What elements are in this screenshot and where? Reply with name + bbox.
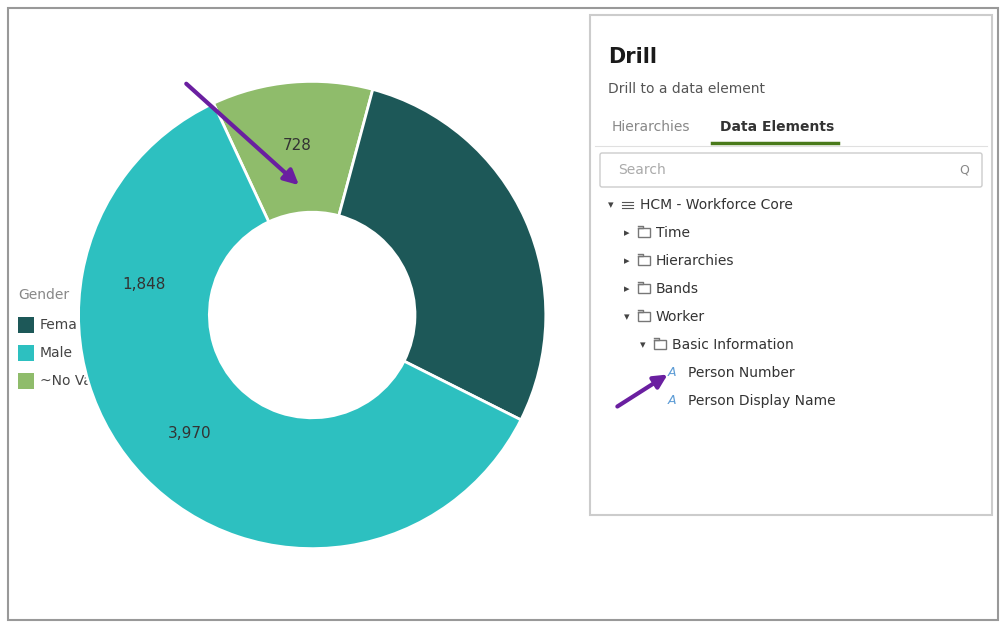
Text: Hierarchies: Hierarchies	[656, 254, 734, 268]
Bar	[18, 373, 34, 389]
Wedge shape	[338, 89, 546, 420]
Text: Bands: Bands	[656, 282, 699, 296]
Text: Time: Time	[656, 226, 690, 240]
Text: A: A	[668, 367, 677, 379]
Text: 3,970: 3,970	[168, 427, 211, 442]
FancyBboxPatch shape	[590, 15, 992, 515]
Text: Worker: Worker	[656, 310, 705, 324]
Text: HCM - Workforce Core: HCM - Workforce Core	[640, 198, 793, 212]
Bar	[18, 345, 34, 361]
Text: Q: Q	[959, 164, 969, 176]
Text: ▾: ▾	[624, 312, 629, 322]
Text: Data Elements: Data Elements	[720, 120, 834, 134]
Text: 1,848: 1,848	[123, 277, 166, 292]
Text: Drill to a data element: Drill to a data element	[608, 82, 765, 96]
Text: ▸: ▸	[624, 256, 629, 266]
Text: 728: 728	[283, 137, 312, 152]
Text: Hierarchies: Hierarchies	[612, 120, 691, 134]
Text: Female: Female	[40, 318, 91, 332]
Text: Drill: Drill	[608, 47, 657, 67]
Text: ▸: ▸	[624, 228, 629, 238]
Text: Basic Information: Basic Information	[672, 338, 794, 352]
Text: Person Number: Person Number	[688, 366, 795, 380]
Text: Male: Male	[40, 346, 73, 360]
Text: Person Display Name: Person Display Name	[688, 394, 836, 408]
Text: ▾: ▾	[640, 340, 645, 350]
Text: ~No Value~: ~No Value~	[40, 374, 125, 388]
Text: A: A	[668, 394, 677, 408]
Wedge shape	[79, 103, 521, 549]
Text: ▾: ▾	[608, 200, 613, 210]
FancyBboxPatch shape	[600, 153, 982, 187]
Bar	[18, 317, 34, 333]
Text: Gender: Gender	[18, 288, 69, 302]
Text: ▸: ▸	[624, 284, 629, 294]
Text: Search: Search	[618, 163, 666, 177]
Wedge shape	[213, 81, 373, 222]
